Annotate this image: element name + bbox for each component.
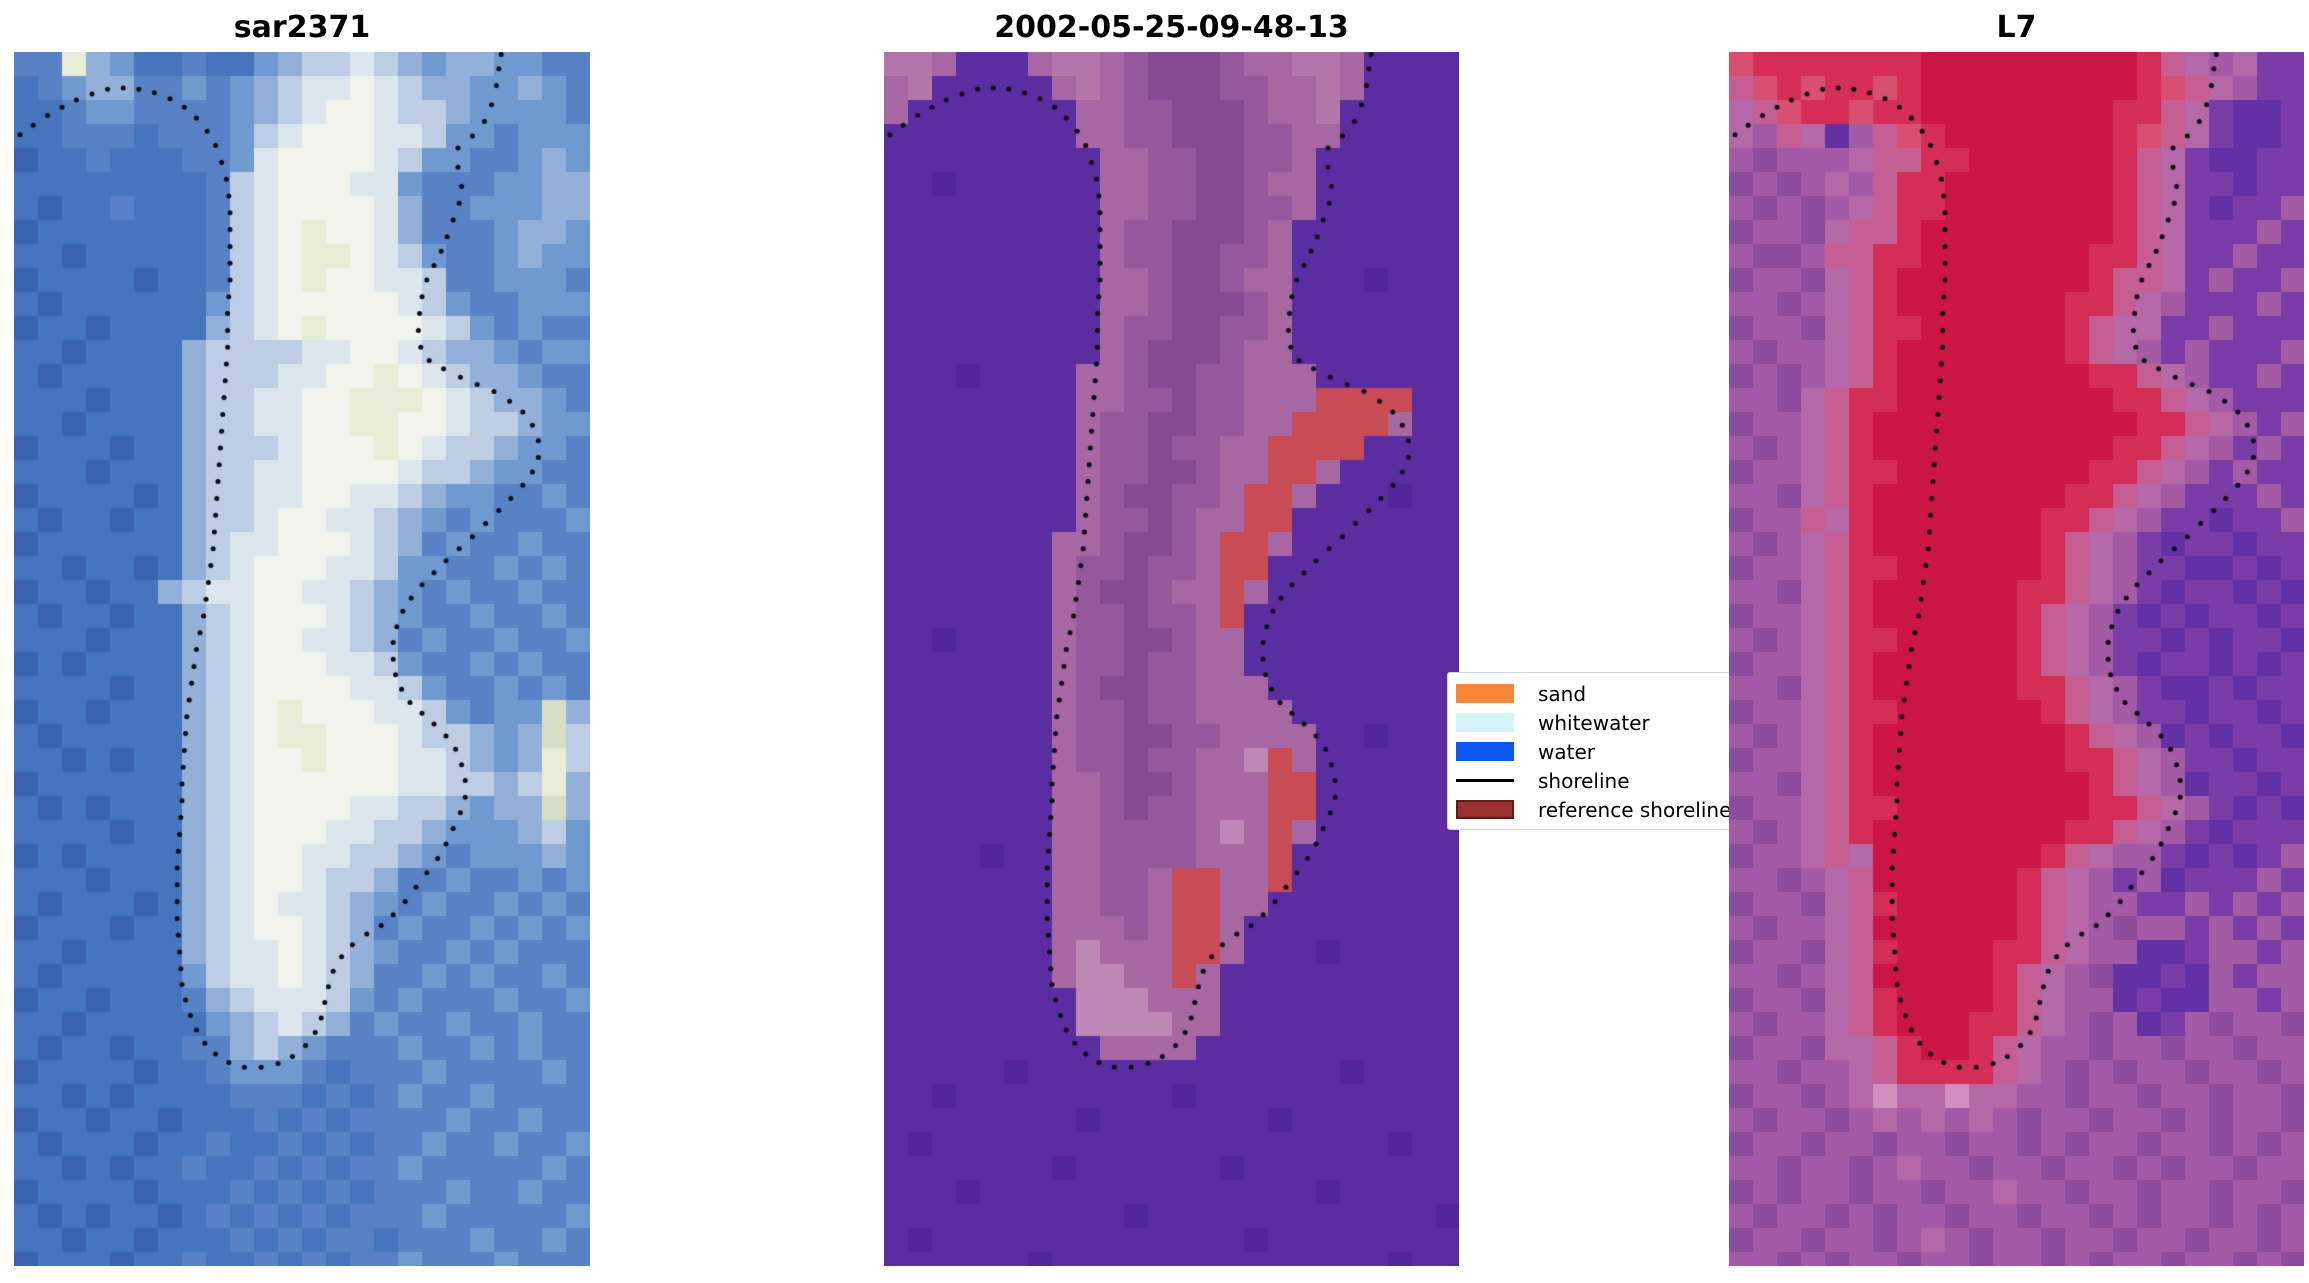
legend-item-shoreline: shoreline — [1456, 766, 1786, 795]
legend-label: whitewater — [1538, 710, 1650, 735]
legend-label: sand — [1538, 681, 1587, 706]
panel-l7-image — [1729, 52, 2304, 1266]
classification-canvas — [884, 52, 1459, 1266]
legend-item-whitewater: whitewater — [1456, 708, 1786, 737]
panel-title-date: 2002-05-25-09-48-13 — [994, 10, 1349, 45]
panel-title-sar2371: sar2371 — [233, 10, 371, 45]
legend-label: shoreline — [1538, 768, 1630, 793]
sar2371-canvas — [14, 52, 590, 1266]
panel-title-l7: L7 — [1996, 10, 2037, 45]
reference-shoreline-buffer-swatch-icon — [1456, 800, 1514, 819]
l7-canvas — [1729, 52, 2304, 1266]
whitewater-swatch-icon — [1456, 713, 1514, 732]
legend-item-sand: sand — [1456, 679, 1786, 708]
panel-sar2371-image — [14, 52, 590, 1266]
sand-swatch-icon — [1456, 684, 1514, 703]
water-swatch-icon — [1456, 742, 1514, 761]
shoreline-line-icon — [1456, 779, 1514, 782]
legend-item-water: water — [1456, 737, 1786, 766]
panel-classification-image — [884, 52, 1459, 1266]
legend-label: water — [1538, 739, 1595, 764]
